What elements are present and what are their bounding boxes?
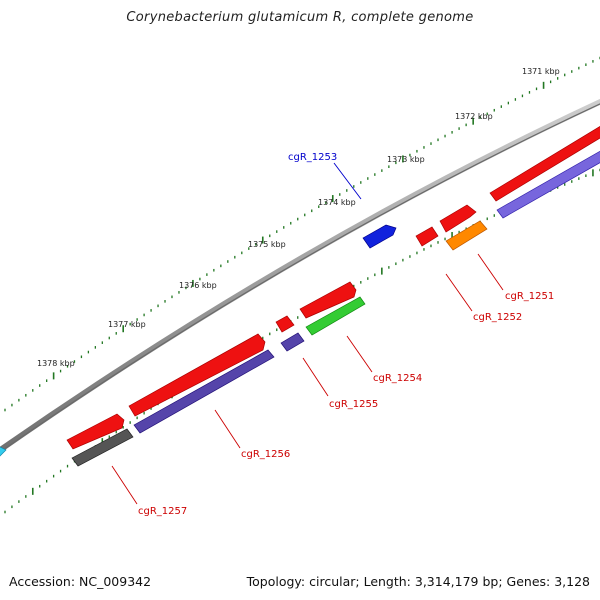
gene-label-cgR_1256[interactable]: cgR_1256 xyxy=(241,449,290,460)
gene-feature-purple[interactable] xyxy=(496,149,600,219)
scale-label: 1372 kbp xyxy=(455,112,493,121)
gene-feature-blue[interactable] xyxy=(362,224,397,249)
map-title: Corynebacterium glutamicum R, complete g… xyxy=(126,10,474,25)
scale-label: 1371 kbp xyxy=(522,67,560,76)
scale-label: 1377 kbp xyxy=(108,320,146,329)
gene-feature[interactable] xyxy=(275,315,295,333)
scale-label: 1378 kbp xyxy=(37,359,75,368)
gene-labels: cgR_1251 cgR_1252 cgR_1253 cgR_1254 cgR_… xyxy=(138,152,554,517)
reverse-features xyxy=(0,149,600,467)
gene-label-cgR_1254[interactable]: cgR_1254 xyxy=(373,373,422,384)
accession-text: Accession: NC_009342 xyxy=(9,574,152,589)
gene-feature-grey[interactable] xyxy=(71,428,134,467)
gene-feature[interactable] xyxy=(489,124,600,202)
genome-backbone xyxy=(0,98,600,454)
scale-label: 1374 kbp xyxy=(318,198,356,207)
forward-features xyxy=(66,124,600,450)
gene-label-cgR_1253[interactable]: cgR_1253 xyxy=(288,152,337,163)
scale-labels: 1371 kbp 1372 kbp 1373 kbp 1374 kbp 1375… xyxy=(37,67,560,368)
gene-feature-orange[interactable] xyxy=(445,220,488,251)
gene-label-cgR_1252[interactable]: cgR_1252 xyxy=(473,312,522,323)
gene-feature-cyan[interactable] xyxy=(0,446,7,458)
gene-feature-purple[interactable] xyxy=(133,349,275,434)
gene-feature[interactable] xyxy=(299,281,357,319)
topology-text: Topology: circular; Length: 3,314,179 bp… xyxy=(246,574,590,589)
gene-feature[interactable] xyxy=(415,226,439,247)
scale-label: 1375 kbp xyxy=(248,240,286,249)
scale-label: 1373 kbp xyxy=(387,155,425,164)
gene-feature[interactable] xyxy=(66,413,125,450)
gene-feature-green[interactable] xyxy=(305,296,366,336)
gene-label-cgR_1255[interactable]: cgR_1255 xyxy=(329,399,378,410)
callout-lines xyxy=(111,162,504,505)
gene-feature[interactable] xyxy=(128,333,266,417)
gene-feature[interactable] xyxy=(439,204,477,233)
gene-label-cgR_1251[interactable]: cgR_1251 xyxy=(505,291,554,302)
gene-label-cgR_1257[interactable]: cgR_1257 xyxy=(138,506,187,517)
outer-scale-ticks xyxy=(4,56,600,412)
gene-feature-purple[interactable] xyxy=(280,332,305,352)
scale-label: 1376 kbp xyxy=(179,281,217,290)
